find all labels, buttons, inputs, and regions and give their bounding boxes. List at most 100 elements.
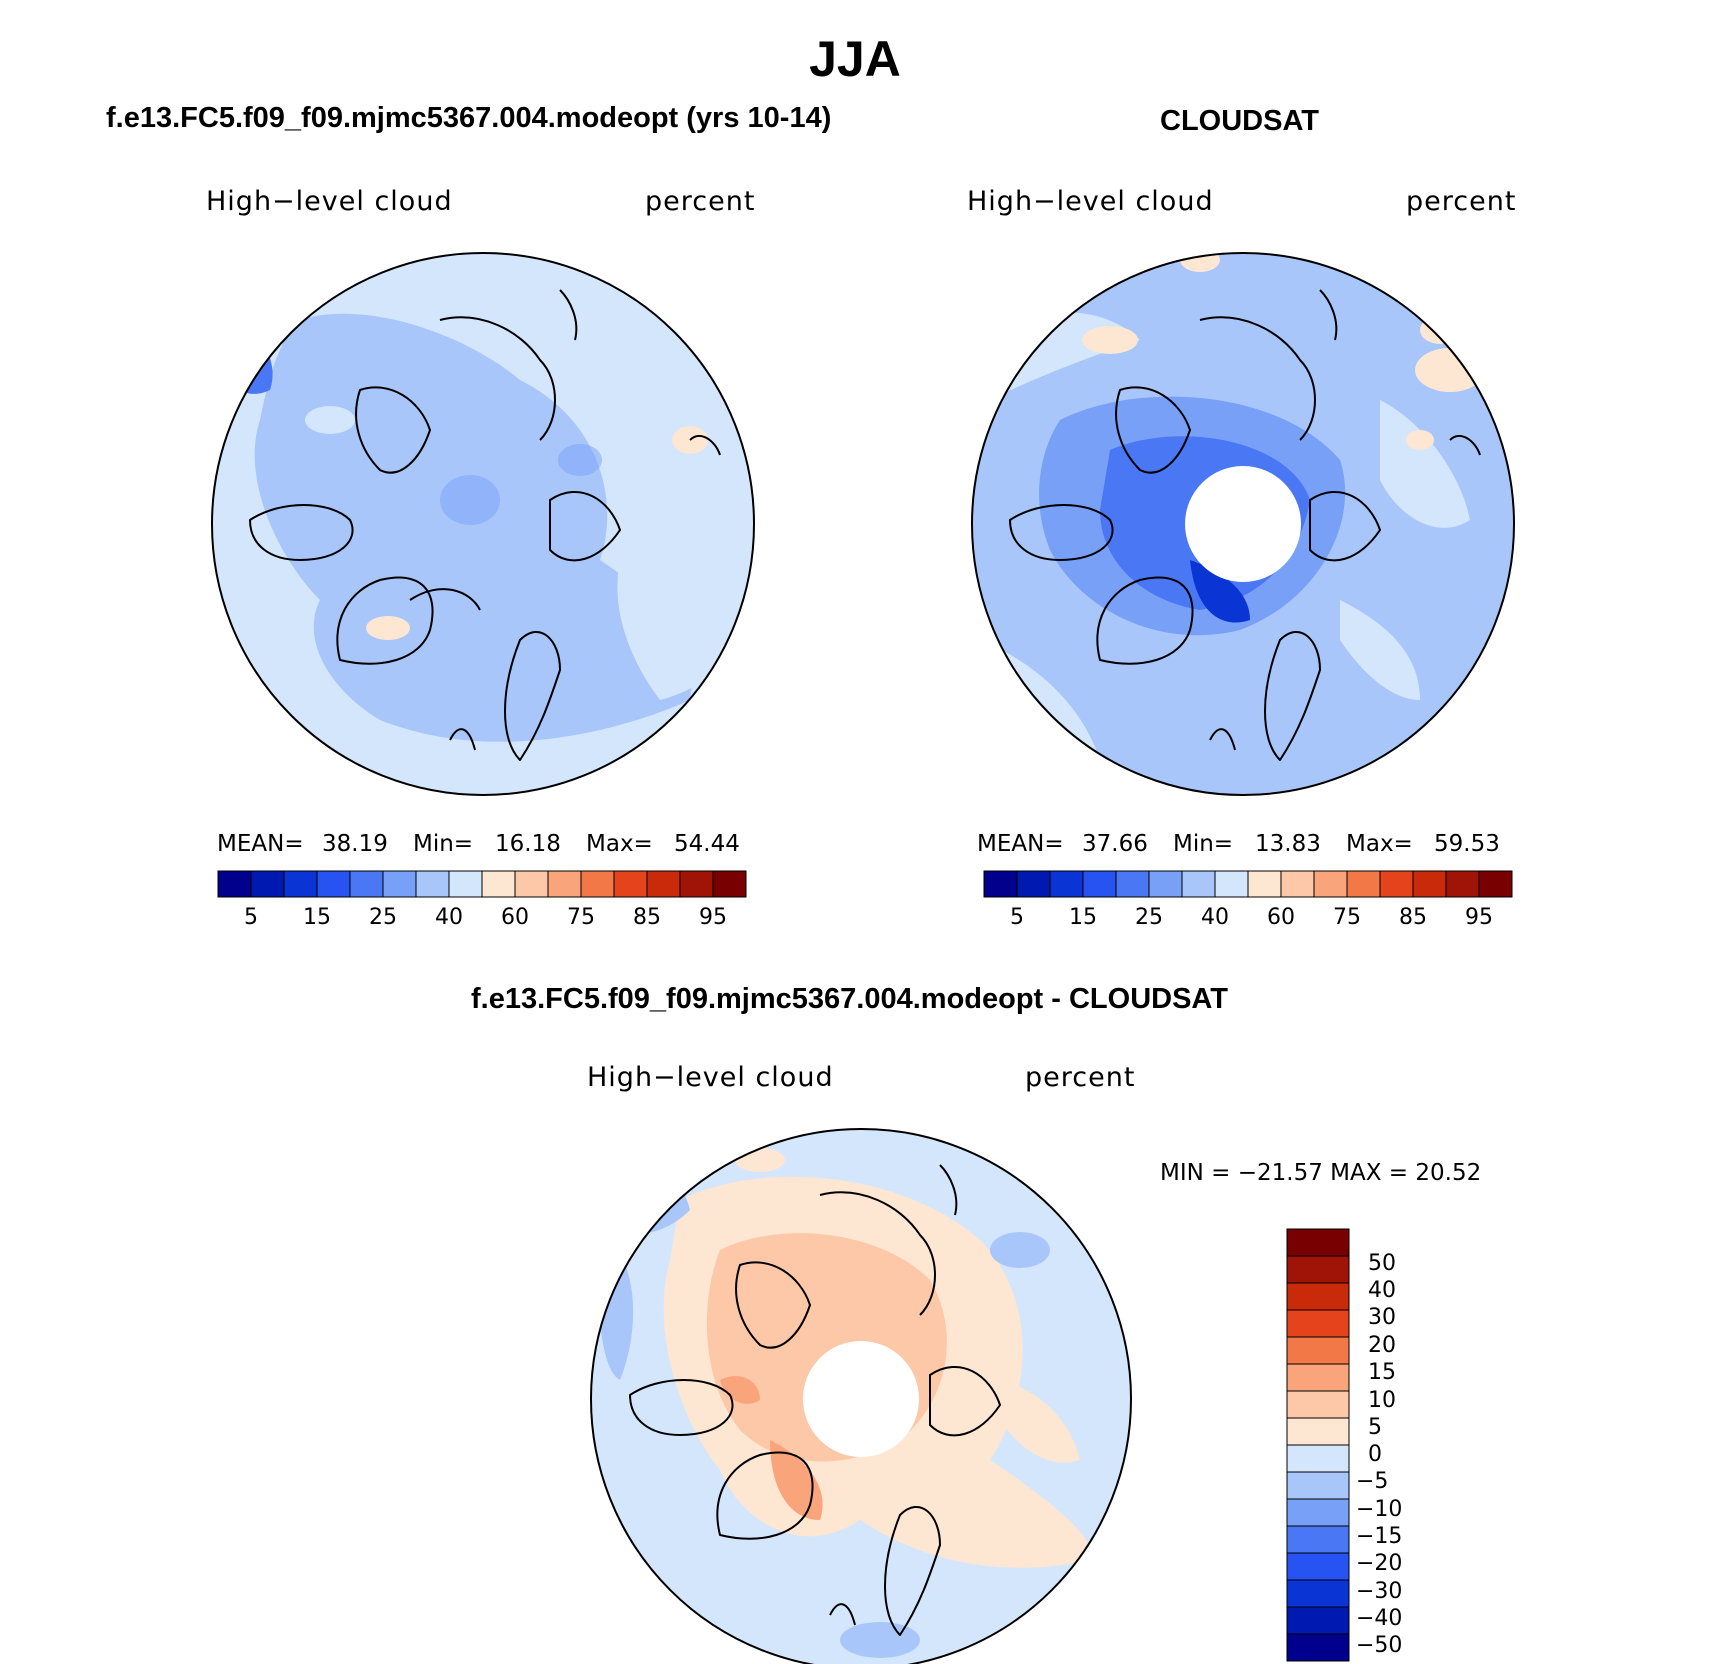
colorbar-3-tick: −5 [1356, 1469, 1389, 1494]
colorbar-2-tick: 40 [1201, 905, 1229, 930]
colorbar-3-tick: 15 [1368, 1360, 1396, 1385]
colorbar-swatch [1286, 1390, 1350, 1419]
figure-title: JJA [809, 31, 901, 87]
colorbar-swatch [448, 870, 483, 898]
colorbar-1-tick: 85 [633, 905, 661, 930]
colorbar-2-tick: 60 [1267, 905, 1295, 930]
panel-3-map-border [590, 1128, 1132, 1664]
colorbar-swatch [712, 870, 747, 898]
panel-3-stats: MIN = −21.57 MAX = 20.52 [1160, 1160, 1482, 1186]
colorbar-3-tick: −15 [1356, 1524, 1403, 1549]
colorbar-swatch [646, 870, 681, 898]
colorbar-swatch [283, 870, 318, 898]
colorbar-swatch [580, 870, 615, 898]
mean-label: MEAN= [217, 831, 304, 857]
max-value: 54.44 [674, 831, 740, 857]
colorbar-3-tick: 5 [1368, 1415, 1382, 1440]
colorbar-1-tick: 40 [435, 905, 463, 930]
min-value: 16.18 [495, 831, 561, 857]
colorbar-swatch [1379, 870, 1414, 898]
panel-3-map [591, 1129, 1131, 1664]
colorbar-2-tick: 75 [1333, 905, 1361, 930]
colorbar-swatch [1286, 1444, 1350, 1473]
colorbar-2-tick: 95 [1465, 905, 1493, 930]
colorbar-swatch [1049, 870, 1084, 898]
colorbar-swatch [415, 870, 450, 898]
colorbar-swatch [679, 870, 714, 898]
panel-2-map-border [971, 252, 1515, 796]
panel-2-coastlines [1009, 289, 1481, 761]
colorbar-3-tick: −30 [1356, 1579, 1403, 1604]
colorbar-swatch [1286, 1498, 1350, 1527]
panel-1-variable-label: High−level cloud [206, 186, 453, 217]
colorbar-swatch [1412, 870, 1447, 898]
mean-value: 37.66 [1082, 831, 1148, 857]
panel-3-coastlines [629, 1164, 1001, 1636]
colorbar-swatch [1313, 870, 1348, 898]
panel-1-map-border [211, 252, 755, 796]
colorbar-swatch [1280, 870, 1315, 898]
colorbar-1-tick: 95 [699, 905, 727, 930]
colorbar-1-tick: 25 [369, 905, 397, 930]
colorbar-swatch [1286, 1579, 1350, 1608]
colorbar-swatch [1181, 870, 1216, 898]
colorbar-3-tick: 50 [1368, 1251, 1396, 1276]
colorbar-swatch [1346, 870, 1381, 898]
colorbar-swatch [1082, 870, 1117, 898]
colorbar-swatch [250, 870, 285, 898]
panel-3-title: f.e13.FC5.f09_f09.mjmc5367.004.modeopt -… [471, 983, 1228, 1015]
colorbar-swatch [1286, 1417, 1350, 1446]
colorbar-swatch [1286, 1228, 1350, 1257]
colorbar-swatch [1286, 1309, 1350, 1338]
max-value: 59.53 [1434, 831, 1500, 857]
colorbar-2-tick: 25 [1135, 905, 1163, 930]
colorbar-3-tick: 40 [1368, 1278, 1396, 1303]
colorbar-1-tick: 15 [303, 905, 331, 930]
colorbar-3-tick: −40 [1356, 1606, 1403, 1631]
panel-1-units-label: percent [645, 186, 756, 217]
colorbar-1 [217, 870, 747, 898]
colorbar-swatch [613, 870, 648, 898]
colorbar-swatch [1286, 1282, 1350, 1311]
colorbar-swatch [1016, 870, 1051, 898]
min-value: 13.83 [1255, 831, 1321, 857]
panel-1-title: f.e13.FC5.f09_f09.mjmc5367.004.modeopt (… [106, 102, 832, 134]
min-label: Min= [413, 831, 474, 857]
colorbar-swatch [316, 870, 351, 898]
colorbar-swatch [349, 870, 384, 898]
panel-2-units-label: percent [1406, 186, 1517, 217]
colorbar-swatch [983, 870, 1018, 898]
colorbar-3-tick: −50 [1356, 1633, 1403, 1658]
panel-2-title: CLOUDSAT [1160, 105, 1319, 137]
colorbar-1-tick: 60 [501, 905, 529, 930]
mean-label: MEAN= [977, 831, 1064, 857]
colorbar-swatch [547, 870, 582, 898]
panel-3-units-label: percent [1025, 1062, 1136, 1093]
panel-1-coastlines [249, 289, 721, 761]
colorbar-swatch [1247, 870, 1282, 898]
colorbar-swatch [514, 870, 549, 898]
colorbar-3 [1286, 1228, 1350, 1662]
colorbar-swatch [1286, 1525, 1350, 1554]
min-label: Min= [1173, 831, 1234, 857]
colorbar-swatch [1445, 870, 1480, 898]
colorbar-swatch [1286, 1336, 1350, 1365]
panel-3-variable-label: High−level cloud [587, 1062, 834, 1093]
panel-2-variable-label: High−level cloud [967, 186, 1214, 217]
colorbar-swatch [1148, 870, 1183, 898]
colorbar-swatch [1286, 1471, 1350, 1500]
colorbar-swatch [1286, 1363, 1350, 1392]
colorbar-swatch [1286, 1552, 1350, 1581]
colorbar-2-tick: 5 [1010, 905, 1024, 930]
colorbar-swatch [1286, 1606, 1350, 1635]
colorbar-swatch [217, 870, 252, 898]
colorbar-swatch [1286, 1633, 1350, 1662]
colorbar-2-tick: 85 [1399, 905, 1427, 930]
colorbar-swatch [1214, 870, 1249, 898]
colorbar-3-tick: −20 [1356, 1551, 1403, 1576]
colorbar-1-tick: 75 [567, 905, 595, 930]
colorbar-3-tick: 30 [1368, 1305, 1396, 1330]
max-label: Max= [1346, 831, 1413, 857]
mean-value: 38.19 [322, 831, 388, 857]
